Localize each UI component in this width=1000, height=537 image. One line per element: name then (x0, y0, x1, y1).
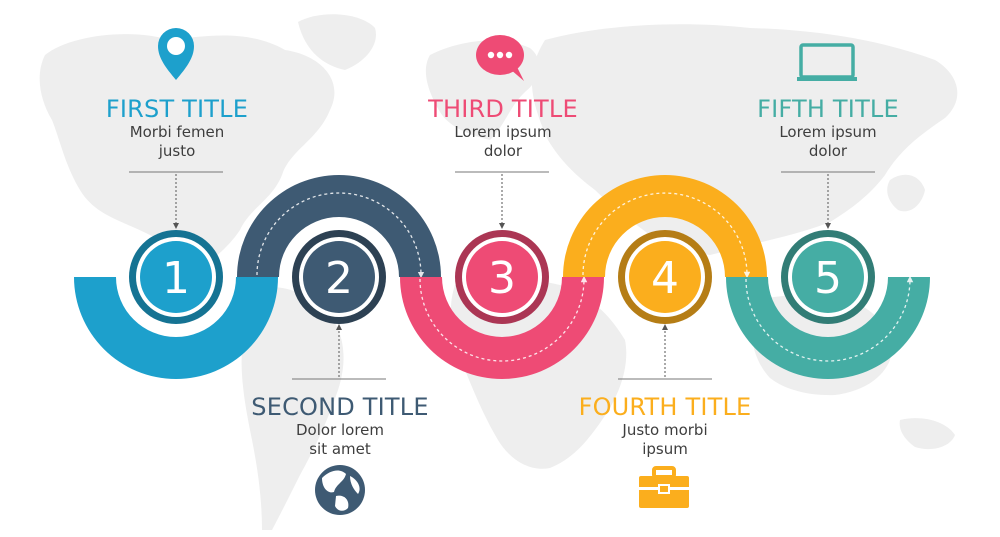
step-1-label: FIRST TITLE Morbi femen justo (47, 95, 307, 161)
timeline-bands (74, 175, 930, 379)
step-5-text-line2: dolor (808, 142, 848, 160)
step-4-label: FOURTH TITLE Justo morbi ipsum (535, 393, 795, 459)
step-4-text-line2: ipsum (642, 440, 688, 458)
step-5-connector (781, 171, 875, 229)
step-5-text-line1: Lorem ipsum (779, 123, 877, 141)
connector-lines (129, 171, 875, 380)
step-3-title: THIRD TITLE (428, 95, 578, 123)
step-2-connector (292, 324, 386, 380)
step-1-text-line2: justo (158, 142, 196, 160)
step-5-label: FIFTH TITLE Lorem ipsum dolor (698, 95, 958, 161)
step-1-text-line1: Morbi femen (129, 123, 225, 141)
step-4-title: FOURTH TITLE (578, 393, 752, 421)
step-4-text-line1: Justo morbi (622, 421, 708, 439)
step-1-connector (129, 171, 223, 229)
step-3-connector (455, 171, 549, 229)
step-2-band (237, 175, 441, 277)
step-2-text-line1: Dolor lorem (295, 421, 385, 439)
step-2-flow-arrow (256, 192, 425, 279)
step-4-band (563, 175, 767, 277)
briefcase-icon (639, 466, 689, 508)
step-2-title: SECOND TITLE (251, 393, 429, 421)
speech-bubble-icon (476, 35, 524, 81)
step-5-circle: 5 (781, 230, 875, 324)
step-2-text-line2: sit amet (309, 440, 371, 458)
step-circles: 1 2 3 4 5 (129, 230, 875, 324)
step-3-circle: 3 (455, 230, 549, 324)
step-1-circle: 1 (129, 230, 223, 324)
step-3-number: 3 (488, 253, 516, 304)
step-1-band (74, 277, 278, 379)
step-3-band (400, 277, 604, 379)
step-2-label: SECOND TITLE Dolor lorem sit amet (210, 393, 470, 459)
step-5-title: FIFTH TITLE (757, 95, 899, 123)
step-3-text-line1: Lorem ipsum (454, 123, 552, 141)
step-2-number: 2 (325, 253, 353, 304)
step-1-number: 1 (162, 253, 190, 304)
step-4-number: 4 (651, 253, 679, 304)
step-4-connector (618, 324, 712, 380)
step-1-title: FIRST TITLE (105, 95, 249, 123)
step-3-label: THIRD TITLE Lorem ipsum dolor (373, 95, 633, 161)
step-4-circle: 4 (618, 230, 712, 324)
location-pin-icon (158, 28, 194, 80)
step-5-band (726, 277, 930, 379)
step-3-text-line2: dolor (483, 142, 523, 160)
step-4-flow-arrow (582, 192, 751, 279)
step-5-flow-arrow (745, 275, 914, 362)
step-5-number: 5 (814, 253, 842, 304)
step-3-flow-arrow (419, 275, 588, 362)
globe-icon (315, 465, 365, 515)
monitor-icon (797, 43, 857, 81)
step-2-circle: 2 (292, 230, 386, 324)
